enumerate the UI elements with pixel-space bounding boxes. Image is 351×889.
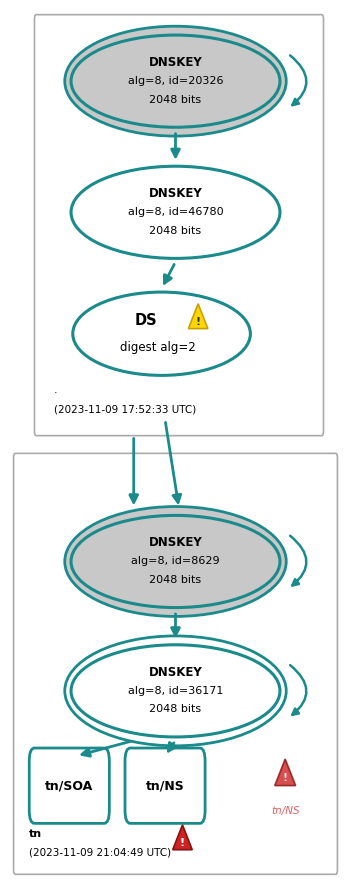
Ellipse shape (71, 516, 280, 607)
Text: alg=8, id=36171: alg=8, id=36171 (128, 686, 223, 696)
Ellipse shape (65, 26, 286, 136)
Text: 2048 bits: 2048 bits (150, 704, 201, 715)
Text: tn: tn (29, 829, 42, 839)
Text: alg=8, id=46780: alg=8, id=46780 (128, 207, 223, 217)
Text: DNSKEY: DNSKEY (148, 666, 203, 679)
Text: DNSKEY: DNSKEY (148, 56, 203, 69)
Ellipse shape (73, 292, 250, 375)
Text: DNSKEY: DNSKEY (148, 188, 203, 200)
Ellipse shape (71, 166, 280, 259)
FancyArrowPatch shape (290, 55, 306, 105)
Text: alg=8, id=8629: alg=8, id=8629 (131, 557, 220, 566)
Text: .: . (54, 385, 57, 395)
Text: (2023-11-09 17:52:33 UTC): (2023-11-09 17:52:33 UTC) (54, 404, 196, 414)
Ellipse shape (65, 636, 286, 746)
Text: 2048 bits: 2048 bits (150, 575, 201, 585)
Text: !: ! (196, 316, 201, 326)
FancyArrowPatch shape (290, 665, 306, 715)
FancyArrowPatch shape (290, 536, 306, 586)
Text: tn/SOA: tn/SOA (45, 779, 93, 792)
Text: !: ! (283, 773, 288, 783)
Text: !: ! (180, 837, 185, 848)
FancyBboxPatch shape (14, 453, 337, 874)
Text: alg=8, id=20326: alg=8, id=20326 (128, 76, 223, 86)
Text: digest alg=2: digest alg=2 (120, 340, 196, 354)
Text: 2048 bits: 2048 bits (150, 226, 201, 236)
Text: DNSKEY: DNSKEY (148, 536, 203, 549)
Text: tn/NS: tn/NS (146, 779, 184, 792)
Text: 2048 bits: 2048 bits (150, 95, 201, 105)
Polygon shape (275, 759, 296, 786)
Ellipse shape (71, 645, 280, 737)
Text: tn/NS: tn/NS (271, 805, 299, 815)
Polygon shape (188, 304, 208, 329)
Text: (2023-11-09 21:04:49 UTC): (2023-11-09 21:04:49 UTC) (29, 847, 171, 857)
FancyBboxPatch shape (34, 15, 324, 436)
Text: DS: DS (134, 313, 157, 328)
Ellipse shape (65, 507, 286, 616)
Ellipse shape (71, 35, 280, 127)
Polygon shape (173, 825, 192, 850)
FancyBboxPatch shape (125, 748, 205, 823)
FancyBboxPatch shape (29, 748, 110, 823)
